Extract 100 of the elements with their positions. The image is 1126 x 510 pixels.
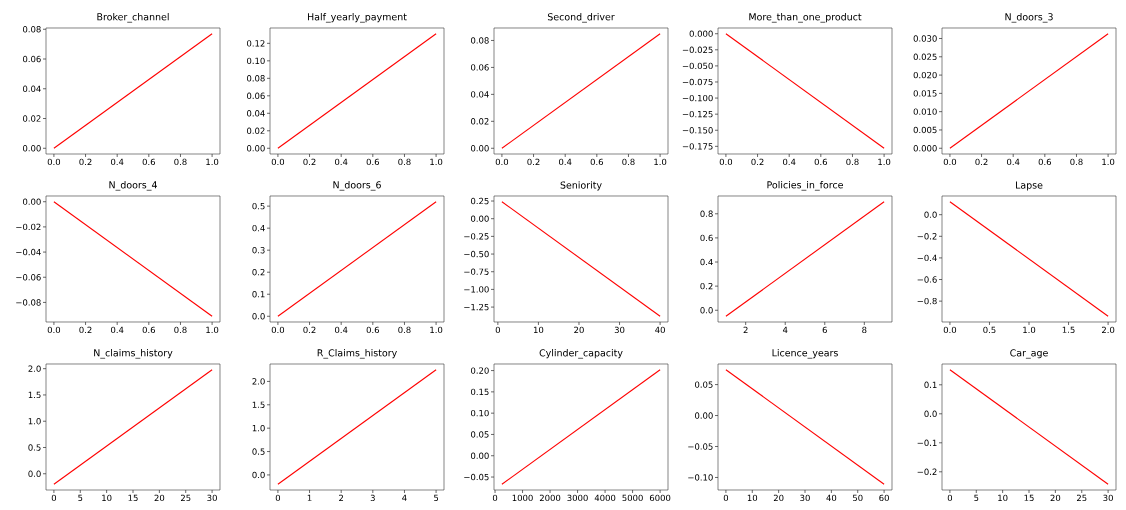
y-tick-label: 1.0 [252,424,265,432]
y-tick-label: 0.1 [924,381,937,389]
y-tick-label: −0.10 [688,474,713,481]
x-tick-label: 2.0 [1101,326,1115,334]
y-tick-label: 0.08 [471,37,489,44]
x-tick-label: 1.0 [1102,158,1115,166]
x-tick-label: 0.2 [751,158,764,166]
y-tick-label: −0.50 [464,250,489,258]
x-tick-label: 1.0 [430,158,443,166]
x-tick-label: 10 [102,494,112,502]
chart-title: N_doors_4 [109,181,157,191]
y-tick-label: 0.0 [700,307,713,314]
y-tick-label: −0.125 [682,110,713,118]
y-tick-label: −1.00 [464,286,489,293]
x-tick-label: 0.0 [719,158,733,166]
y-tick-label: 0.015 [913,90,937,97]
x-tick-label: 3000 [567,494,588,502]
x-tick-label: 0.0 [47,158,61,166]
y-tick-label: 0.08 [23,26,41,33]
x-tick-label: 50 [853,494,863,502]
y-tick-label: −0.6 [917,276,937,283]
x-tick-label: 0.0 [271,158,285,166]
x-tick-label: 4 [782,326,788,333]
y-tick-label: 0.5 [28,444,41,451]
x-tick-label: 4000 [594,494,616,502]
chart-title: N_doors_6 [333,181,381,191]
x-tick-label: 20 [1050,494,1061,502]
chart-title: Second_driver [547,13,615,23]
y-tick-label: −0.06 [16,274,41,281]
x-tick-label: 2 [339,494,344,501]
x-tick-label: 0.4 [335,158,348,166]
y-tick-label: 0.025 [913,53,937,60]
x-tick-label: 30 [614,326,625,334]
x-tick-label: 0.4 [335,326,348,334]
x-tick-label: 0.2 [975,158,988,166]
y-tick-label: 0.00 [23,198,41,205]
y-tick-label: −0.08 [16,299,41,306]
x-tick-label: 8 [862,326,867,334]
y-tick-label: 0.0 [924,410,937,418]
x-tick-label: 30 [1103,494,1113,502]
y-tick-label: 0.2 [252,269,265,276]
x-tick-label: 1000 [512,494,533,502]
y-tick-label: 0.0 [252,313,265,320]
x-tick-label: 0 [492,494,498,502]
x-tick-label: 0.6 [1038,158,1052,166]
x-tick-label: 0.6 [814,158,828,166]
y-tick-label: 0.005 [913,126,937,134]
y-tick-label: 0.10 [471,409,489,417]
y-tick-label: 0.5 [252,448,265,455]
x-tick-label: 1.0 [878,158,891,166]
x-tick-label: 0.0 [943,326,957,334]
x-tick-label: 5 [974,494,979,501]
x-tick-label: 15 [1024,494,1034,501]
x-tick-label: 15 [128,494,138,501]
y-tick-label: −0.2 [917,468,937,476]
x-tick-label: 0 [723,494,729,502]
y-tick-label: 0.4 [700,258,713,266]
x-tick-label: 0.6 [142,326,156,334]
y-tick-label: 1.5 [252,401,265,408]
x-tick-label: 0.6 [142,158,156,166]
y-tick-label: 0.00 [23,145,41,152]
x-tick-label: 0.6 [366,158,380,166]
y-tick-label: −0.8 [917,297,937,305]
y-tick-label: 0.000 [689,30,713,37]
y-tick-label: 0.04 [247,110,265,117]
y-tick-label: 0.00 [247,145,265,152]
x-tick-label: 40 [826,494,837,502]
x-tick-label: 0.0 [943,158,957,166]
y-tick-label: −0.2 [917,233,937,240]
x-tick-label: 10 [998,494,1008,502]
x-tick-label: 0.8 [1070,158,1083,166]
y-tick-label: 0.02 [247,127,265,134]
chart-title: Licence_years [772,349,838,359]
y-tick-label: 0.6 [700,234,713,242]
x-tick-label: 60 [879,494,889,502]
x-tick-label: 0.8 [846,158,859,166]
x-tick-label: 0.8 [622,158,635,166]
x-tick-label: 0.4 [111,326,124,334]
x-tick-label: 20 [773,494,784,502]
x-tick-label: 6 [822,326,827,334]
y-tick-label: −0.4 [917,254,937,262]
x-tick-label: 0.4 [559,158,572,166]
y-tick-label: −0.100 [682,94,713,102]
y-tick-label: −0.050 [682,62,713,70]
x-tick-label: 4 [402,494,407,501]
y-tick-label: 1.5 [28,391,41,399]
x-tick-label: 10 [747,494,758,502]
x-tick-label: 25 [180,494,191,502]
x-tick-label: 0 [947,494,953,502]
chart-title: N_claims_history [94,349,173,359]
chart-title: Car_age [1010,349,1048,359]
chart-title: Cylinder_capacity [539,349,623,359]
chart-title: Seniority [560,181,602,191]
y-tick-label: 0.00 [471,215,489,222]
y-tick-label: 0.010 [913,108,937,115]
x-tick-label: 0.8 [398,326,411,334]
x-tick-label: 1.0 [430,326,443,334]
y-tick-label: 0.06 [247,92,265,100]
y-tick-label: 0.06 [23,55,41,63]
y-tick-label: 0.08 [247,75,265,82]
